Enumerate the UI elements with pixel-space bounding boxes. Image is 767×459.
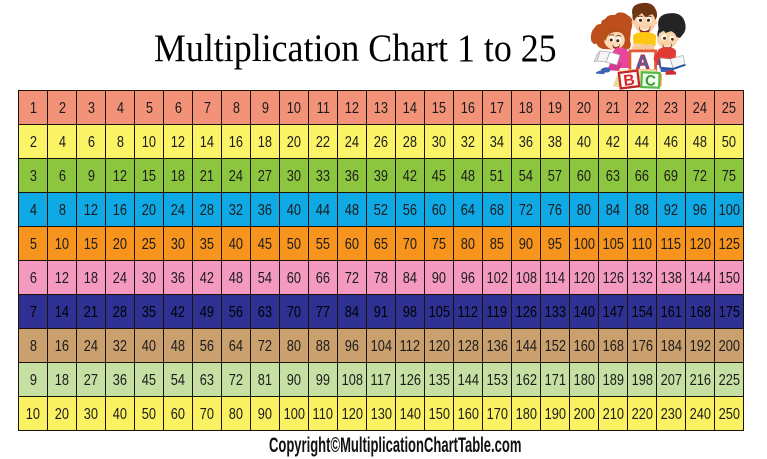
svg-text:A: A: [636, 53, 650, 74]
svg-text:B: B: [623, 72, 636, 90]
svg-text:C: C: [645, 72, 657, 89]
